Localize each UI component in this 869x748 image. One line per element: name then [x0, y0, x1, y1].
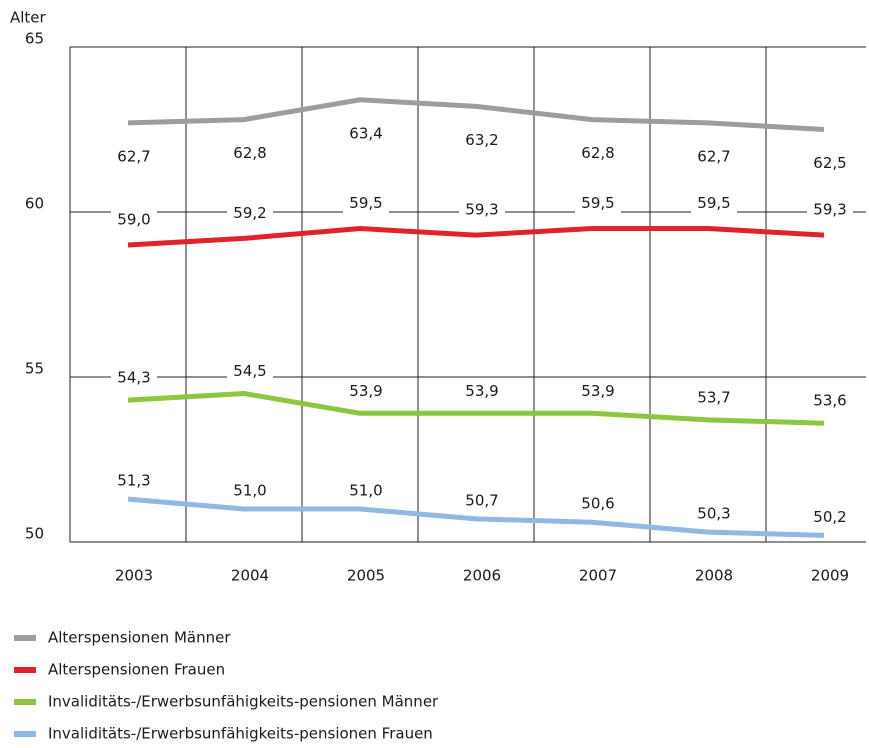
label-background: [575, 381, 621, 402]
legend-label: Alterspensionen Männer: [48, 629, 231, 647]
label-background: [691, 504, 737, 525]
label-background: [111, 146, 157, 167]
label-background: [227, 143, 273, 164]
data-label: 62,7: [117, 147, 150, 165]
label-background: [807, 200, 853, 221]
series-line: [127, 496, 825, 538]
data-label: 51,3: [117, 472, 150, 490]
data-label: 62,8: [233, 144, 266, 162]
data-label: 51,0: [233, 482, 266, 500]
label-background: [807, 153, 853, 174]
legend-swatch: [14, 699, 36, 705]
data-label: 59,0: [117, 211, 150, 229]
y-tick-label: 65: [25, 30, 44, 48]
label-background: [691, 193, 737, 214]
label-background: [807, 391, 853, 412]
x-tick-label: 2007: [579, 567, 617, 585]
label-background: [227, 481, 273, 501]
y-axis-label: Alter: [10, 9, 47, 27]
label-background: [111, 471, 157, 492]
x-tick-label: 2005: [347, 567, 385, 585]
data-label: 62,8: [581, 144, 614, 162]
label-background: [227, 361, 273, 382]
series-line: [127, 390, 825, 426]
data-label: 59,5: [349, 194, 382, 212]
data-label: 53,7: [697, 388, 730, 406]
label-background: [343, 193, 389, 214]
label-background: [111, 368, 157, 389]
data-label: 53,9: [349, 382, 382, 400]
legend-label: Alterspensionen Frauen: [48, 661, 225, 679]
label-background: [575, 193, 621, 214]
data-label: 50,3: [697, 505, 730, 523]
x-tick-label: 2004: [231, 567, 269, 585]
label-background: [575, 494, 621, 515]
data-label: 59,3: [813, 201, 846, 219]
data-label: 50,7: [465, 491, 498, 509]
label-background: [111, 210, 157, 230]
data-label: 53,9: [581, 382, 614, 400]
series-line: [127, 225, 825, 248]
label-background: [459, 490, 505, 511]
legend-swatch: [14, 667, 36, 673]
data-label: 59,5: [697, 194, 730, 212]
label-background: [227, 203, 273, 224]
series-line: [127, 97, 825, 132]
data-label: 62,5: [813, 154, 846, 172]
label-background: [575, 143, 621, 164]
label-background: [691, 146, 737, 167]
data-label: 51,0: [349, 482, 382, 500]
label-background: [343, 481, 389, 501]
data-label: 63,2: [465, 131, 498, 149]
data-label: 50,2: [813, 508, 846, 526]
x-tick-label: 2008: [695, 567, 733, 585]
data-label: 54,3: [117, 369, 150, 387]
label-background: [691, 387, 737, 408]
x-tick-label: 2009: [811, 567, 849, 585]
y-tick-label: 50: [25, 525, 44, 543]
x-tick-label: 2006: [463, 567, 501, 585]
label-background: [459, 381, 505, 402]
data-label: 59,3: [465, 201, 498, 219]
legend-swatch: [14, 635, 36, 641]
label-background: [459, 200, 505, 221]
label-background: [343, 381, 389, 402]
data-label: 63,4: [349, 124, 382, 142]
label-background: [459, 130, 505, 151]
legend-label: Invaliditäts-/Erwerbsunfähigkeits-pensio…: [48, 693, 439, 711]
label-background: [807, 507, 853, 528]
data-label: 53,6: [813, 392, 846, 410]
data-label: 62,7: [697, 147, 730, 165]
data-label: 50,6: [581, 495, 614, 513]
legend-swatch: [14, 731, 36, 737]
label-background: [343, 123, 389, 144]
y-tick-label: 60: [25, 195, 44, 213]
y-tick-label: 55: [25, 360, 44, 378]
x-tick-label: 2003: [115, 567, 153, 585]
data-label: 59,2: [233, 204, 266, 222]
data-label: 53,9: [465, 382, 498, 400]
legend-label: Invaliditäts-/Erwerbsunfähigkeits-pensio…: [48, 725, 433, 743]
data-label: 59,5: [581, 194, 614, 212]
data-label: 54,5: [233, 362, 266, 380]
